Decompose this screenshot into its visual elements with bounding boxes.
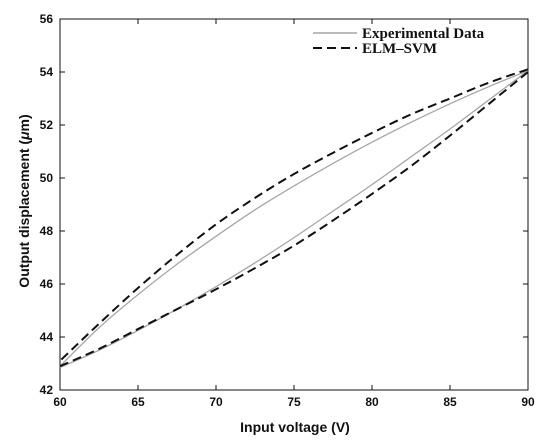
series-elm-svm — [59, 68, 529, 368]
x-tick-label: 70 — [209, 395, 223, 409]
legend: Experimental Data ELM–SVM — [313, 26, 485, 57]
x-tick-label: 75 — [287, 395, 301, 409]
y-axis-label: Output displacement (μm) — [16, 114, 32, 287]
y-tick-label: 52 — [40, 118, 54, 132]
x-axis-label: Input voltage (V) — [240, 419, 350, 435]
series-layer — [59, 68, 529, 369]
series-line-elm-svm-ascending — [59, 71, 529, 368]
x-tick-label: 90 — [521, 395, 535, 409]
x-tick-label: 65 — [131, 395, 145, 409]
y-tick-label: 44 — [40, 330, 54, 344]
legend-label-experimental: Experimental Data — [362, 26, 485, 42]
y-tick-label: 48 — [40, 224, 54, 238]
series-experimental — [59, 70, 529, 369]
y-tick-label: 46 — [40, 277, 54, 291]
axis-ticks: 60 65 70 75 80 85 90 42 44 46 48 50 52 54 56 — [40, 12, 535, 409]
y-tick-label: 56 — [40, 12, 54, 26]
y-tick-label: 42 — [40, 383, 54, 397]
series-line-experimental-ascending — [59, 70, 529, 369]
y-tick-label: 50 — [40, 171, 54, 185]
y-tick-label: 54 — [40, 65, 54, 79]
legend-label-elm-svm: ELM–SVM — [362, 41, 437, 57]
x-tick-label: 60 — [53, 395, 67, 409]
x-tick-label: 85 — [443, 395, 457, 409]
series-line-experimental-descending — [59, 70, 529, 367]
series-line-elm-svm-descending — [59, 68, 529, 362]
x-tick-label: 80 — [365, 395, 379, 409]
